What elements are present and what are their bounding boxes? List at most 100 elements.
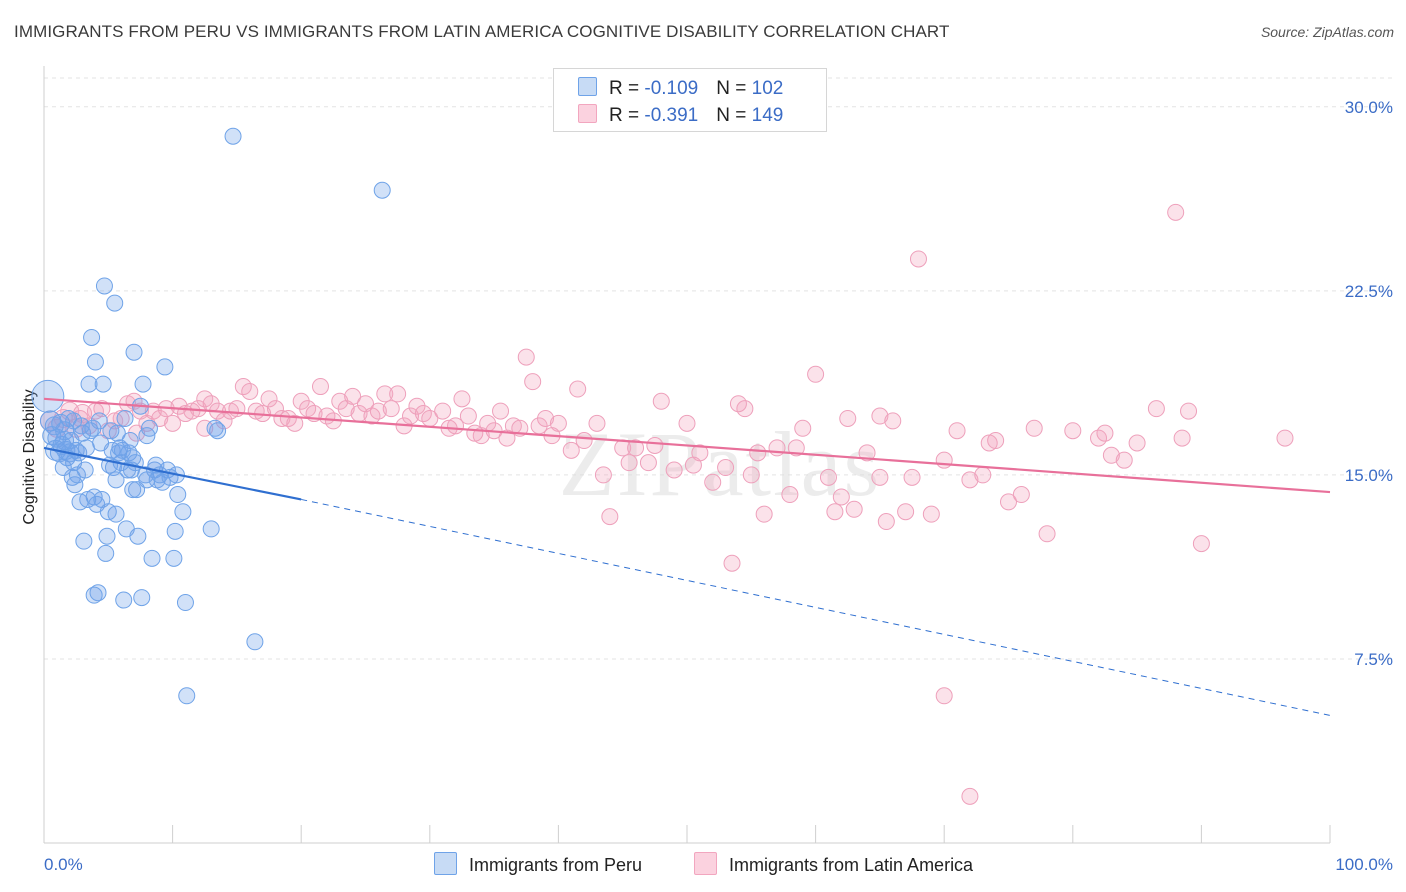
peru-point [98, 527, 116, 545]
bottom-legend-swatch-peru [434, 852, 457, 875]
peru-point [94, 375, 112, 393]
peru-point [95, 277, 113, 295]
peru-point [116, 409, 134, 427]
peru-point [206, 419, 224, 437]
bottom-legend-swatch-latam [694, 852, 717, 875]
watermark: ZIPatlas [559, 413, 882, 515]
latam-point [344, 387, 362, 405]
peru-point [143, 549, 161, 567]
peru-point [107, 471, 125, 489]
peru-point [83, 328, 101, 346]
peru-point [115, 591, 133, 609]
latam-point [311, 378, 329, 396]
latam-point [517, 348, 535, 366]
latam-point [807, 365, 825, 383]
latam-point [781, 486, 799, 504]
latam-trend-line [43, 397, 1331, 494]
latam-point [678, 414, 696, 432]
latam-point [819, 468, 837, 486]
latam-point [453, 390, 471, 408]
peru-point [373, 181, 391, 199]
y-tick-label: 15.0% [1345, 466, 1393, 485]
y-tick-label: 22.5% [1345, 282, 1393, 301]
latam-point [794, 419, 812, 437]
peru-trend-extension [301, 498, 1331, 716]
legend-r-label-peru: R = [609, 78, 645, 99]
chart-source: Source: ZipAtlas.com [1260, 24, 1394, 40]
peru-point [121, 432, 139, 450]
peru-point [76, 461, 94, 479]
legend-n-value-peru: 102 [751, 78, 784, 99]
bottom-legend-label-latam: Immigrants from Latin America [729, 855, 974, 875]
legend-n-value-latam: 149 [751, 105, 784, 126]
peru-point [246, 633, 264, 651]
latam-point [241, 382, 259, 400]
latam-point [826, 503, 844, 521]
latam-point [768, 439, 786, 457]
latam-point [948, 422, 966, 440]
latam-point [273, 409, 291, 427]
peru-point [80, 375, 98, 393]
latam-point [389, 385, 407, 403]
latam-point [492, 402, 510, 420]
peru-point [106, 294, 124, 312]
latam-point [524, 373, 542, 391]
latam-point [151, 409, 169, 427]
latam-point [1102, 446, 1120, 464]
latam-point [1025, 419, 1043, 437]
latam-point [922, 505, 940, 523]
latam-point [1064, 422, 1082, 440]
latam-point [961, 471, 979, 489]
peru-point [138, 427, 156, 445]
legend-r-label-latam: R = [609, 105, 645, 126]
peru-point [108, 424, 126, 442]
latam-point [935, 451, 953, 469]
latam-point [974, 466, 992, 484]
latam-point [562, 441, 580, 459]
legend-swatch-latam [578, 104, 597, 123]
peru-trend-line [43, 446, 302, 501]
latam-point [704, 473, 722, 491]
latam-point [897, 503, 915, 521]
latam-point [903, 468, 921, 486]
x-tick-label: 100.0% [1335, 855, 1393, 874]
latam-point [1173, 429, 1191, 447]
peru-point [77, 439, 95, 457]
peru-point [90, 412, 108, 430]
peru-point [202, 520, 220, 538]
peru-point [165, 549, 183, 567]
latam-point [1276, 429, 1294, 447]
latam-point [961, 787, 979, 805]
latam-point [594, 466, 612, 484]
peru-point [97, 544, 115, 562]
latam-point [1000, 493, 1017, 511]
latam-point [402, 407, 420, 425]
peru-point [31, 379, 65, 413]
peru-point [166, 522, 184, 540]
latam-point [569, 380, 587, 398]
peru-point [134, 375, 152, 393]
peru-point [224, 127, 242, 145]
latam-point [1167, 203, 1185, 221]
stats-legend: R = -0.109 N = 102 R = -0.391 N = 149 [553, 68, 827, 132]
peru-point [55, 431, 75, 451]
peru-point [156, 358, 174, 376]
bottom-legend-latam: Immigrants from Latin America [694, 852, 973, 876]
y-tick-label: 30.0% [1345, 98, 1393, 117]
peru-point [178, 687, 196, 705]
latam-point [627, 439, 645, 457]
peru-point [66, 476, 84, 494]
latam-point [1180, 402, 1198, 420]
latam-point [717, 459, 735, 477]
latam-point [935, 687, 953, 705]
latam-point [652, 392, 670, 410]
latam-point [459, 407, 477, 425]
peru-point [133, 589, 151, 607]
peru-point [86, 353, 104, 371]
latam-point [1115, 451, 1133, 469]
peru-point [128, 481, 146, 499]
peru-point [85, 586, 103, 604]
latam-point [382, 400, 400, 418]
latam-point [260, 390, 278, 408]
